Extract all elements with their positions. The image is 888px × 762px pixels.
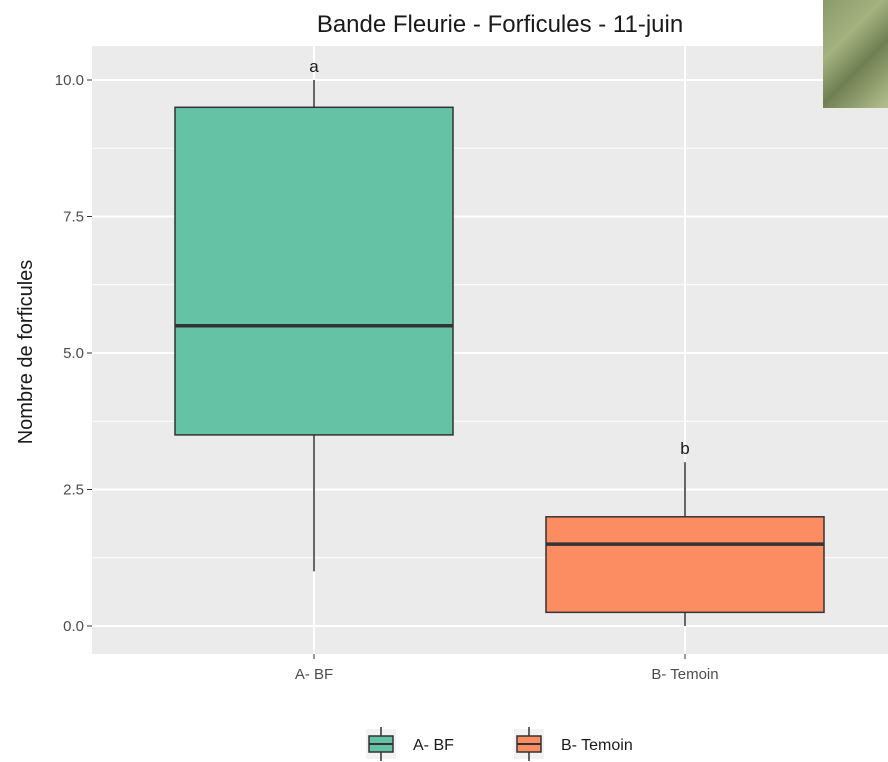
photo-thumbnail xyxy=(823,0,888,108)
y-tick-label: 5.0 xyxy=(63,345,84,362)
box-group: a xyxy=(174,57,454,572)
y-tick-label: 7.5 xyxy=(63,209,84,226)
significance-label: a xyxy=(309,57,319,76)
y-tick-label: 0.0 xyxy=(63,618,84,635)
y-tick-label: 2.5 xyxy=(63,482,84,499)
y-axis-title: Nombre de forficules xyxy=(15,260,37,445)
legend-label: B- Temoin xyxy=(561,737,633,754)
significance-label: b xyxy=(680,439,689,458)
legend-key xyxy=(514,727,544,761)
y-axis: 0.0 2.5 5.0 7.5 10.0 xyxy=(55,72,92,635)
x-tick-label: B- Temoin xyxy=(651,666,718,683)
legend-label: A- BF xyxy=(413,737,454,754)
boxes: ab xyxy=(174,57,825,626)
box-group: b xyxy=(545,439,825,626)
legend-key xyxy=(366,727,396,761)
chart-title: Bande Fleurie - Forficules - 11-juin xyxy=(317,11,683,38)
box xyxy=(174,106,454,436)
x-axis: A- BF B- Temoin xyxy=(295,654,719,683)
box xyxy=(545,516,825,614)
x-tick-label: A- BF xyxy=(295,666,333,683)
legend: A- BF B- Temoin xyxy=(366,727,633,761)
y-tick-label: 10.0 xyxy=(55,72,84,89)
